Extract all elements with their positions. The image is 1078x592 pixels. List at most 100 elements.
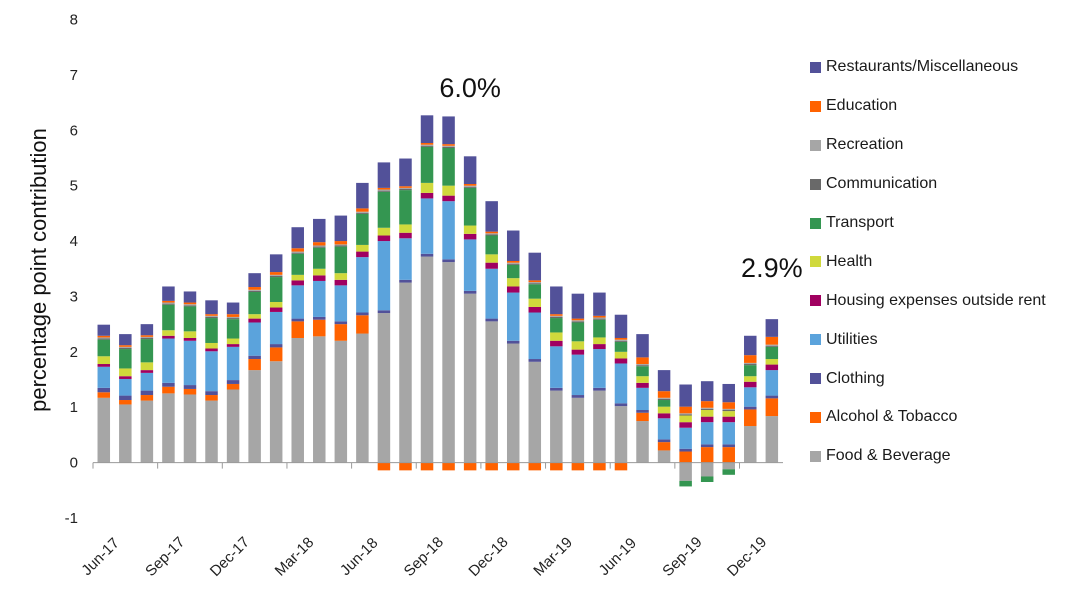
bar-segment-food-beverage bbox=[700, 462, 714, 477]
legend-label: Utilities bbox=[826, 330, 878, 348]
bar-segment-health bbox=[700, 409, 714, 417]
bar-segment-communication bbox=[744, 364, 757, 366]
bar-segment-health bbox=[334, 273, 348, 280]
bar-segment-food-beverage bbox=[183, 394, 197, 463]
legend-label: Housing expenses outside rent bbox=[826, 291, 1046, 309]
bar-segment-communication bbox=[550, 316, 563, 319]
bar-segment-housing-expenses-outside-rent bbox=[765, 364, 779, 371]
y-tick-label: 6 bbox=[70, 122, 78, 139]
bar-segment-recreation bbox=[140, 336, 154, 338]
bar-segment-clothing bbox=[291, 318, 304, 322]
bar-segment-restaurants-miscellaneous bbox=[205, 300, 218, 315]
bar-segment-health bbox=[377, 227, 391, 236]
bar-segment-housing-expenses-outside-rent bbox=[744, 381, 757, 388]
bar-segment-education bbox=[550, 314, 563, 316]
bar-segment-food-beverage bbox=[334, 340, 348, 463]
bar-segment-food-beverage bbox=[528, 361, 542, 463]
bar-segment-housing-expenses-outside-rent bbox=[119, 376, 132, 379]
legend-label: Communication bbox=[826, 175, 938, 193]
bar-segment-restaurants-miscellaneous bbox=[571, 293, 585, 319]
bar-segment-communication bbox=[399, 188, 412, 191]
bar-segment-education bbox=[205, 314, 218, 316]
bar-segment-alcohol-tobacco bbox=[334, 324, 348, 341]
bar-segment-recreation bbox=[205, 315, 218, 317]
legend-item: Food & Beverage bbox=[810, 437, 1046, 476]
bar-segment-food-beverage bbox=[226, 389, 240, 463]
bar-segment-restaurants-miscellaneous bbox=[657, 370, 671, 392]
bar-segment-health bbox=[119, 368, 132, 377]
bar-segment-recreation bbox=[226, 316, 240, 319]
bar-segment-education bbox=[765, 336, 779, 345]
bar-segment-alcohol-tobacco bbox=[636, 412, 649, 422]
bar-segment-utilities bbox=[744, 387, 757, 407]
bar-segment-health bbox=[657, 406, 671, 414]
bar-segment-communication bbox=[657, 398, 671, 401]
bar-segment-housing-expenses-outside-rent bbox=[356, 251, 369, 258]
bar-segment-communication bbox=[636, 365, 649, 367]
bar-segment-recreation bbox=[765, 344, 779, 346]
bar-segment-communication bbox=[593, 318, 606, 320]
bar-segment-food-beverage bbox=[571, 397, 585, 463]
value-annotation: 2.9% bbox=[741, 253, 803, 283]
bar-segment-health bbox=[593, 337, 606, 345]
y-tick-label: 4 bbox=[70, 233, 78, 250]
bar-segment-utilities bbox=[765, 370, 779, 396]
bar-segment-health bbox=[399, 224, 412, 233]
bar-segment-food-beverage bbox=[269, 361, 283, 463]
bar-segment-housing-expenses-outside-rent bbox=[442, 195, 455, 202]
bar-segment-health bbox=[162, 330, 175, 336]
bar-segment-utilities bbox=[722, 422, 735, 445]
bar-segment-food-beverage bbox=[97, 397, 111, 463]
bar-segment-clothing bbox=[636, 409, 649, 413]
bar-segment-clothing bbox=[420, 253, 434, 257]
legend-item: Recreation bbox=[810, 126, 1046, 165]
bar-segment-utilities bbox=[485, 268, 498, 319]
bar-segment-transport bbox=[463, 187, 477, 226]
bar-segment-food-beverage bbox=[420, 256, 434, 463]
bar-segment-alcohol-tobacco bbox=[722, 447, 735, 463]
bar-segment-transport bbox=[657, 400, 671, 407]
bar-segment-restaurants-miscellaneous bbox=[614, 314, 628, 338]
bar-segment-clothing bbox=[356, 312, 369, 316]
bar-segment-clothing bbox=[313, 316, 326, 320]
bar-segment-housing-expenses-outside-rent bbox=[226, 344, 240, 347]
bar-segment-transport bbox=[226, 319, 240, 339]
legend-swatch bbox=[810, 61, 821, 73]
y-tick-label: 5 bbox=[70, 178, 78, 195]
bar-segment-alcohol-tobacco bbox=[614, 462, 628, 471]
bar-segment-utilities bbox=[313, 280, 326, 317]
x-tick-label: Sep-17 bbox=[142, 534, 188, 580]
bar-segment-health bbox=[571, 341, 585, 350]
value-annotation: 6.0% bbox=[439, 73, 501, 103]
legend-swatch bbox=[810, 411, 821, 423]
bar-segment-restaurants-miscellaneous bbox=[463, 156, 477, 184]
bar-segment-clothing bbox=[442, 259, 455, 263]
bar-segment-utilities bbox=[657, 418, 671, 440]
bar-segment-clothing bbox=[183, 385, 197, 389]
bar-segment-food-beverage bbox=[744, 426, 757, 463]
bar-segment-communication bbox=[485, 234, 498, 236]
bar-segment-transport bbox=[593, 319, 606, 338]
bar-segment-alcohol-tobacco bbox=[593, 462, 606, 471]
bar-segment-education bbox=[744, 355, 757, 363]
bar-segment-education bbox=[291, 248, 304, 252]
bar-segment-health bbox=[485, 254, 498, 263]
bar-segment-clothing bbox=[399, 279, 412, 283]
bar-segment-transport bbox=[313, 247, 326, 269]
bar-segment-education bbox=[485, 231, 498, 234]
bar-segment-restaurants-miscellaneous bbox=[636, 334, 649, 358]
bar-segment-education bbox=[420, 143, 434, 145]
bar-segment-recreation bbox=[162, 302, 175, 304]
bar-segment-housing-expenses-outside-rent bbox=[593, 344, 606, 350]
bar-segment-education bbox=[269, 272, 283, 275]
bar-segment-food-beverage bbox=[506, 343, 520, 463]
bar-segment-alcohol-tobacco bbox=[571, 462, 585, 471]
legend-item: Alcohol & Tobacco bbox=[810, 398, 1046, 437]
bar-segment-food-beverage bbox=[442, 262, 455, 463]
bar-segment-health bbox=[765, 359, 779, 365]
bar-segment-health bbox=[420, 182, 434, 193]
legend-label: Education bbox=[826, 97, 898, 115]
bar-segment-alcohol-tobacco bbox=[291, 321, 304, 338]
bar-segment-alcohol-tobacco bbox=[226, 383, 240, 390]
bar-segment-education bbox=[248, 287, 261, 290]
